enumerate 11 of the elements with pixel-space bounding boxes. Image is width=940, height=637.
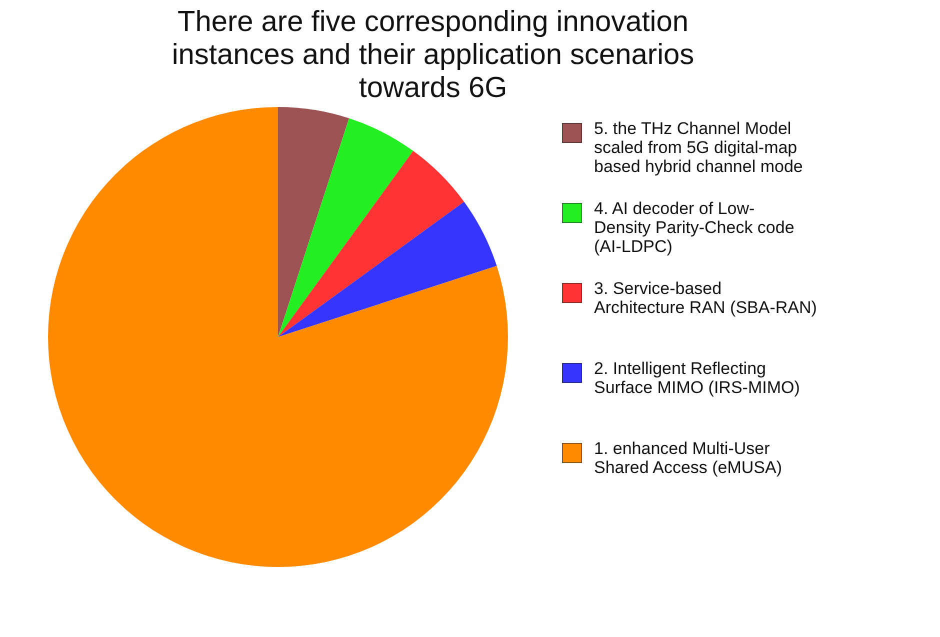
- chart-title: There are five corresponding innovation instances and their application scenarios towards 6G: [172, 6, 694, 104]
- legend-label: 3. Service-based Architecture RAN (SBA-RAN): [594, 279, 817, 317]
- pie-slice: [48, 107, 508, 567]
- pie-slice: [278, 150, 464, 337]
- legend-label: 1. enhanced Multi-User Shared Access (eMUSA): [594, 439, 782, 477]
- legend-label: 5. the THz Channel Model scaled from 5G digital-map based hybrid channel mode: [594, 119, 803, 176]
- pie-slice: [278, 118, 414, 337]
- legend-label: 4. AI decoder of Low-Density Parity-Check code (AI-LDPC): [594, 199, 794, 256]
- pie-slice: [278, 107, 350, 337]
- pie-slice: [278, 202, 497, 337]
- legend-label: 2. Intelligent Reflecting Surface MIMO (IRS-MIMO): [594, 359, 800, 397]
